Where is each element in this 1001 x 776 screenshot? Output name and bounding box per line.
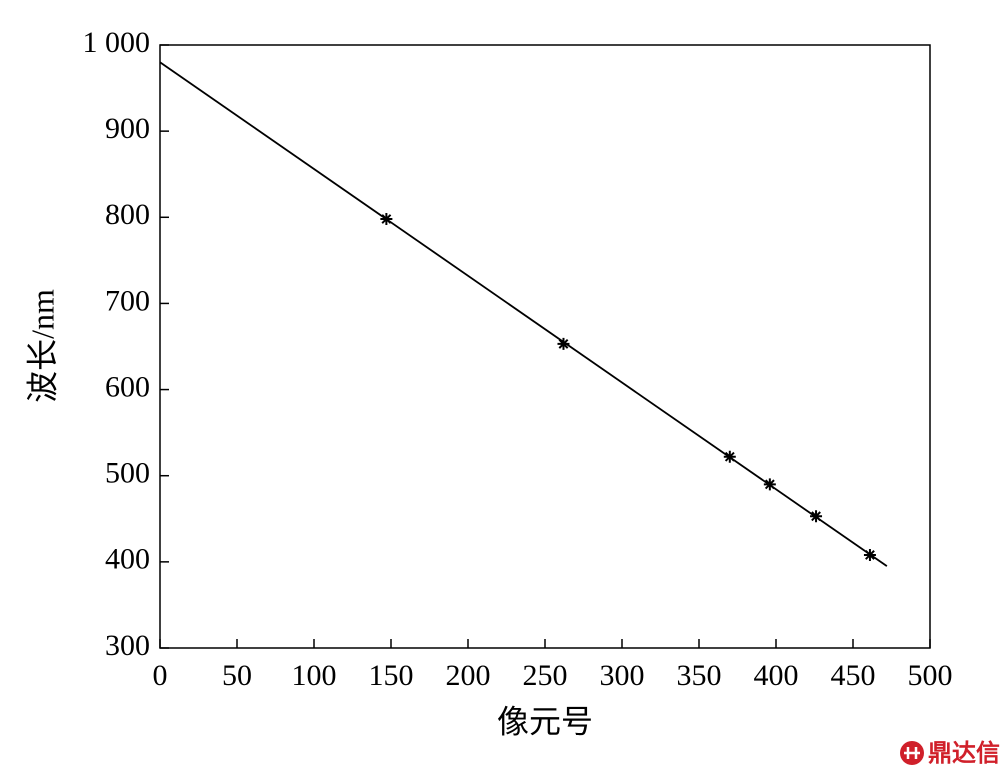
x-axis-title: 像元号 <box>497 703 593 739</box>
y-tick-label: 300 <box>105 629 150 662</box>
y-tick-label: 900 <box>105 112 150 145</box>
x-tick-label: 150 <box>369 659 414 692</box>
data-point <box>763 478 776 491</box>
x-tick-label: 50 <box>222 659 252 692</box>
x-tick-label: 500 <box>908 659 953 692</box>
y-tick-label: 800 <box>105 198 150 231</box>
data-point <box>380 213 393 226</box>
x-tick-label: 350 <box>677 659 722 692</box>
x-tick-label: 400 <box>754 659 799 692</box>
x-tick-label: 100 <box>292 659 337 692</box>
watermark-logo <box>900 741 924 765</box>
data-point <box>723 450 736 463</box>
y-tick-label: 500 <box>105 457 150 490</box>
y-axis-title: 波长/nm <box>24 289 60 403</box>
watermark: 鼎达信 <box>928 739 1000 767</box>
plot-frame <box>159 44 931 649</box>
data-point <box>863 548 876 561</box>
fit-line <box>159 61 888 567</box>
y-tick-label: 700 <box>105 284 150 317</box>
y-tick-label: 1 000 <box>83 26 151 59</box>
x-tick-label: 300 <box>600 659 645 692</box>
x-tick-label: 250 <box>523 659 568 692</box>
x-tick-label: 450 <box>831 659 876 692</box>
data-point <box>810 510 823 523</box>
x-tick-label: 0 <box>153 659 168 692</box>
y-tick-label: 400 <box>105 543 150 576</box>
x-tick-label: 200 <box>446 659 491 692</box>
y-tick-label: 600 <box>105 370 150 403</box>
data-point <box>557 337 570 350</box>
